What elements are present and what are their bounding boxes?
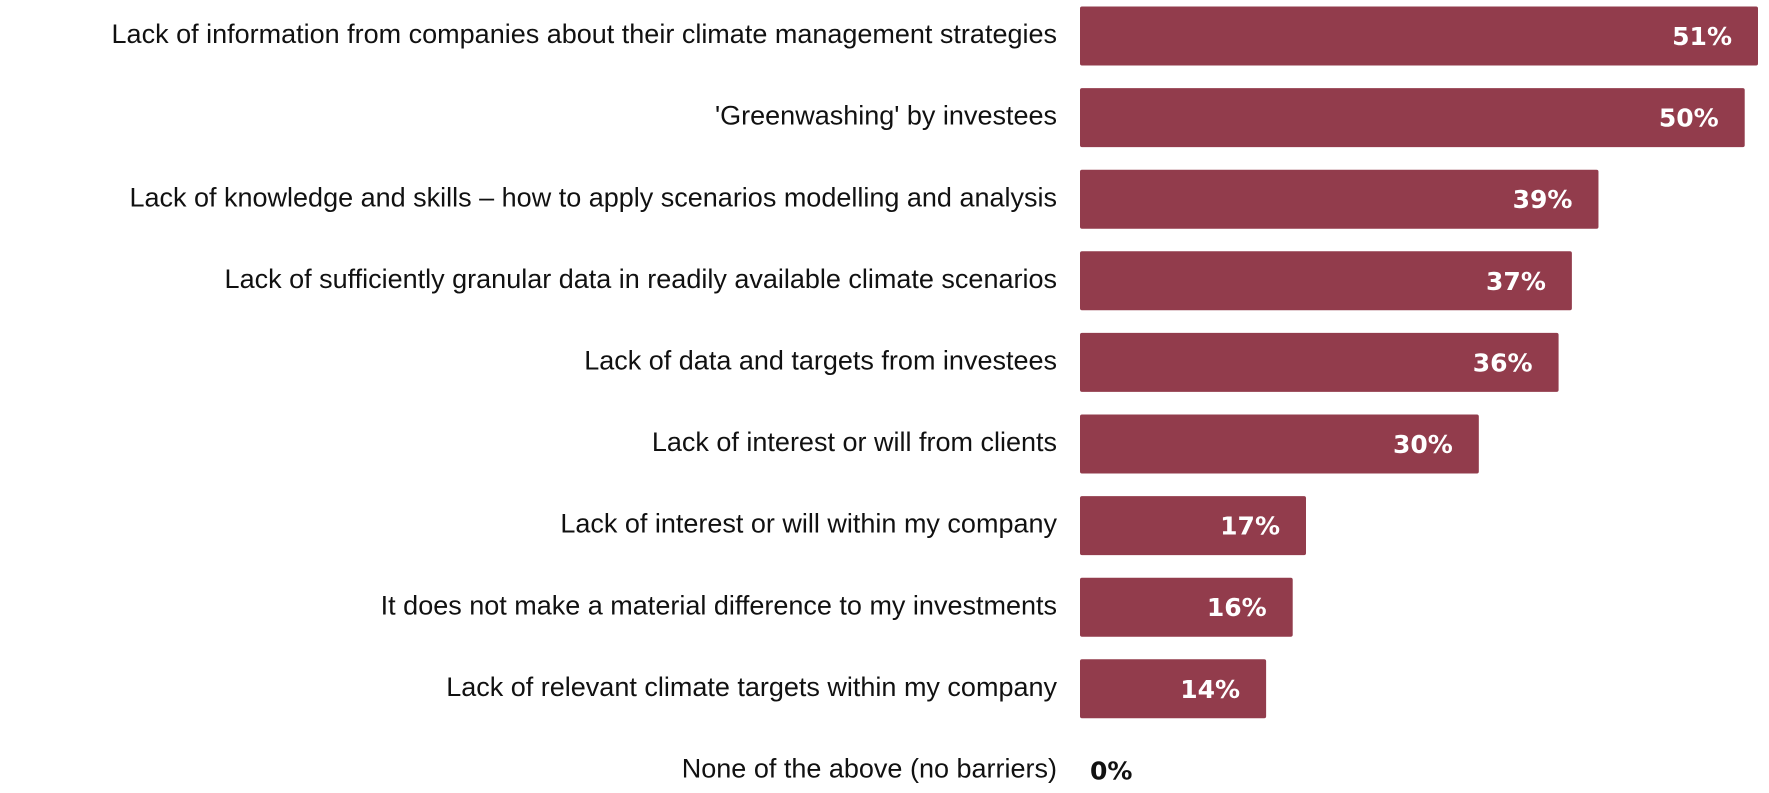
bar [1080, 169, 1599, 229]
bar [1080, 251, 1572, 311]
bar [1080, 577, 1293, 637]
value-label: 37% [1486, 267, 1546, 296]
value-label: 16% [1207, 593, 1267, 622]
value-label: 0% [1090, 756, 1132, 785]
category-label: It does not make a material difference t… [381, 590, 1057, 620]
category-label: None of the above (no barriers) [682, 754, 1057, 784]
bar [1080, 496, 1306, 556]
category-label: Lack of data and targets from investees [584, 346, 1057, 376]
value-label: 36% [1473, 348, 1533, 377]
category-label: Lack of interest or will within my compa… [560, 509, 1057, 539]
category-label: Lack of information from companies about… [112, 19, 1057, 49]
bar [1080, 659, 1267, 719]
category-label: Lack of interest or will from clients [652, 427, 1057, 457]
bar [1080, 414, 1479, 474]
category-label: Lack of knowledge and skills – how to ap… [129, 182, 1057, 212]
value-label: 39% [1513, 185, 1573, 214]
value-label: 51% [1672, 22, 1732, 51]
value-label: 17% [1220, 512, 1280, 541]
category-label: Lack of relevant climate targets within … [446, 672, 1057, 702]
bar [1080, 332, 1559, 392]
category-label: 'Greenwashing' by investees [715, 101, 1057, 131]
bar [1080, 88, 1745, 148]
bar [1080, 6, 1758, 66]
value-label: 30% [1393, 430, 1453, 459]
value-label: 14% [1180, 675, 1240, 704]
value-label: 50% [1659, 104, 1719, 133]
category-label: Lack of sufficiently granular data in re… [225, 264, 1057, 294]
